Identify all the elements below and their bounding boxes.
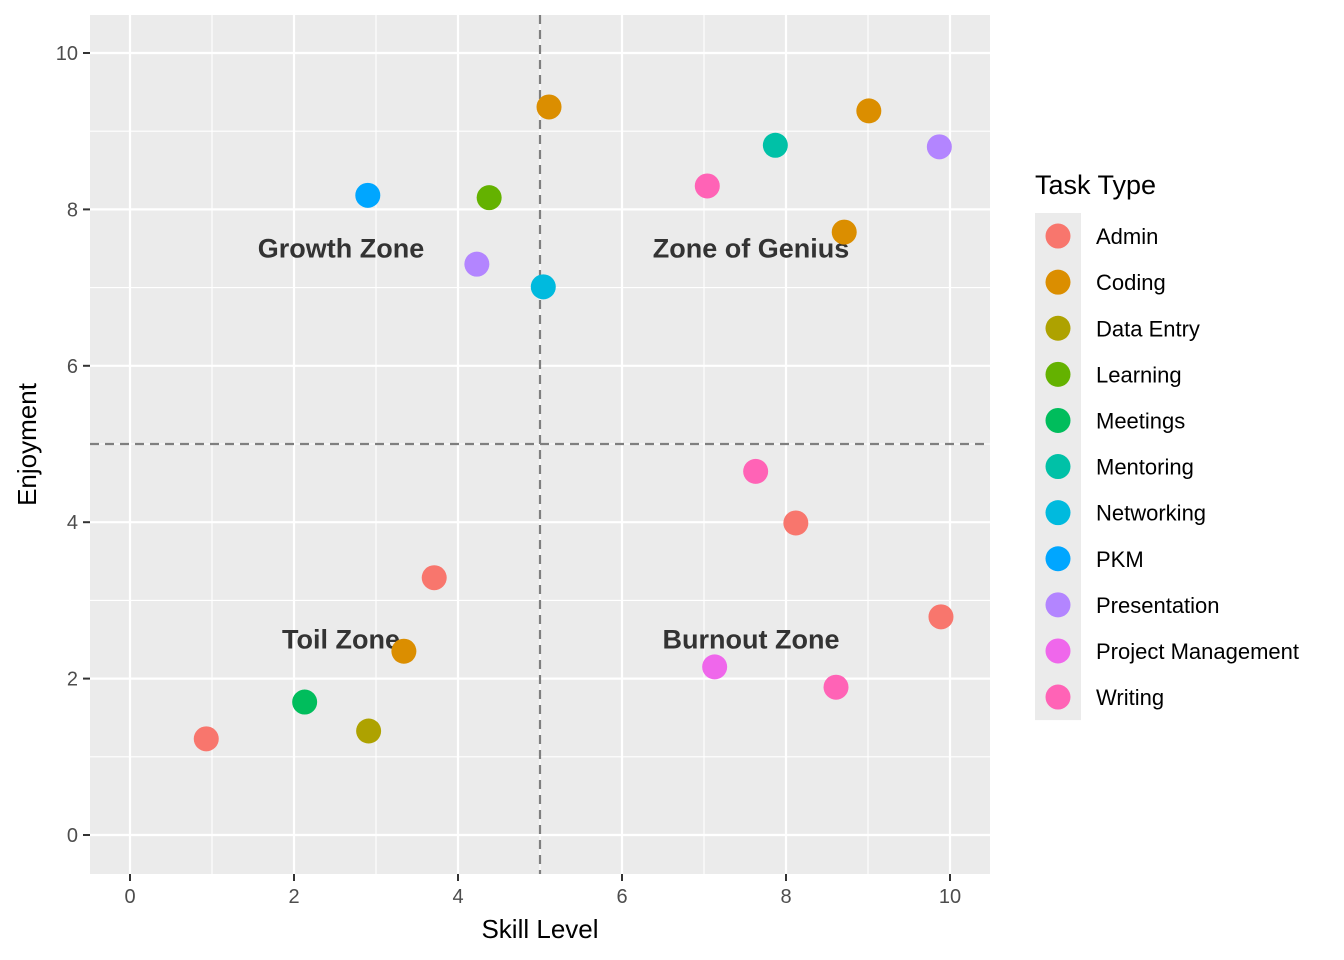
y-axis-title: Enjoyment <box>12 382 42 506</box>
y-tick-label: 10 <box>56 43 78 65</box>
legend-item: PKM <box>1045 546 1144 572</box>
data-point-presentation <box>926 134 952 160</box>
data-point-networking <box>530 274 556 300</box>
x-tick-label: 8 <box>780 886 791 908</box>
zone-label: Toil Zone <box>282 625 400 655</box>
legend-label: Learning <box>1096 362 1182 387</box>
data-point-coding <box>856 98 882 124</box>
legend-label: Presentation <box>1096 593 1220 618</box>
legend-item: Learning <box>1045 361 1182 387</box>
data-point-admin <box>928 604 954 630</box>
y-tick-label: 8 <box>67 199 78 221</box>
legend-key <box>1045 684 1071 710</box>
legend-label: Meetings <box>1096 408 1185 433</box>
legend-key <box>1045 592 1071 618</box>
legend-label: Mentoring <box>1096 455 1194 480</box>
legend-label: Networking <box>1096 501 1206 526</box>
data-point-learning <box>476 185 502 211</box>
legend-key <box>1045 315 1071 341</box>
legend-item: Mentoring <box>1045 454 1194 480</box>
data-point-writing <box>694 173 720 199</box>
legend-key <box>1045 454 1071 480</box>
legend-item: Meetings <box>1045 407 1185 433</box>
x-tick-label: 6 <box>616 886 627 908</box>
legend-item: Coding <box>1045 269 1166 295</box>
data-point-coding <box>831 219 857 245</box>
legend-label: Data Entry <box>1096 316 1200 341</box>
legend-label: PKM <box>1096 547 1144 572</box>
zone-label: Zone of Genius <box>653 234 850 264</box>
legend-key <box>1045 546 1071 572</box>
legend-key <box>1045 269 1071 295</box>
y-tick-label: 2 <box>67 669 78 691</box>
x-tick-label: 2 <box>288 886 299 908</box>
zone-labels: Growth Zone Zone of Genius Toil Zone Burnou… <box>258 234 850 655</box>
legend-item: Data Entry <box>1045 315 1200 341</box>
x-tick-label: 10 <box>939 886 961 908</box>
data-point-project-management <box>702 654 728 680</box>
legend-label: Coding <box>1096 270 1166 295</box>
legend-title: Task Type <box>1035 170 1156 200</box>
data-point-writing <box>743 458 769 484</box>
data-point-admin <box>193 726 219 752</box>
legend-item: Networking <box>1045 500 1206 526</box>
legend-label: Admin <box>1096 224 1158 249</box>
legend-label: Writing <box>1096 685 1164 710</box>
data-point-admin <box>421 565 447 591</box>
reference-lines <box>90 15 990 874</box>
legend-item: Project Management <box>1045 638 1299 664</box>
data-point-mentoring <box>762 132 788 158</box>
y-tick-label: 0 <box>67 825 78 847</box>
legend-key <box>1045 407 1071 433</box>
x-tick-label: 4 <box>452 886 463 908</box>
data-point-meetings <box>292 689 318 715</box>
legend-item: Writing <box>1045 684 1164 710</box>
data-point-writing <box>823 674 849 700</box>
data-point-data-entry <box>356 718 382 744</box>
data-point-coding <box>536 94 562 120</box>
legend-key <box>1045 361 1071 387</box>
legend-label: Project Management <box>1096 639 1299 664</box>
y-axis: 0 2 4 6 8 10 <box>56 43 90 847</box>
zone-label: Burnout Zone <box>663 625 840 655</box>
legend: Task Type Admin Coding Data Entry Learning M… <box>1035 170 1299 721</box>
x-axis-title: Skill Level <box>481 914 598 944</box>
legend-item: Presentation <box>1045 592 1220 618</box>
data-point-presentation <box>464 251 490 277</box>
data-point-pkm <box>355 182 381 208</box>
x-tick-label: 0 <box>124 886 135 908</box>
data-point-admin <box>783 510 809 536</box>
legend-key <box>1045 500 1071 526</box>
data-point-coding <box>391 638 417 664</box>
legend-key <box>1045 638 1071 664</box>
x-axis: 0 2 4 6 8 10 <box>124 874 961 908</box>
legend-item: Admin <box>1045 223 1158 249</box>
legend-key <box>1045 223 1071 249</box>
y-tick-label: 6 <box>67 356 78 378</box>
y-tick-label: 4 <box>67 512 78 534</box>
zone-label: Growth Zone <box>258 234 424 264</box>
data-points <box>193 94 954 752</box>
